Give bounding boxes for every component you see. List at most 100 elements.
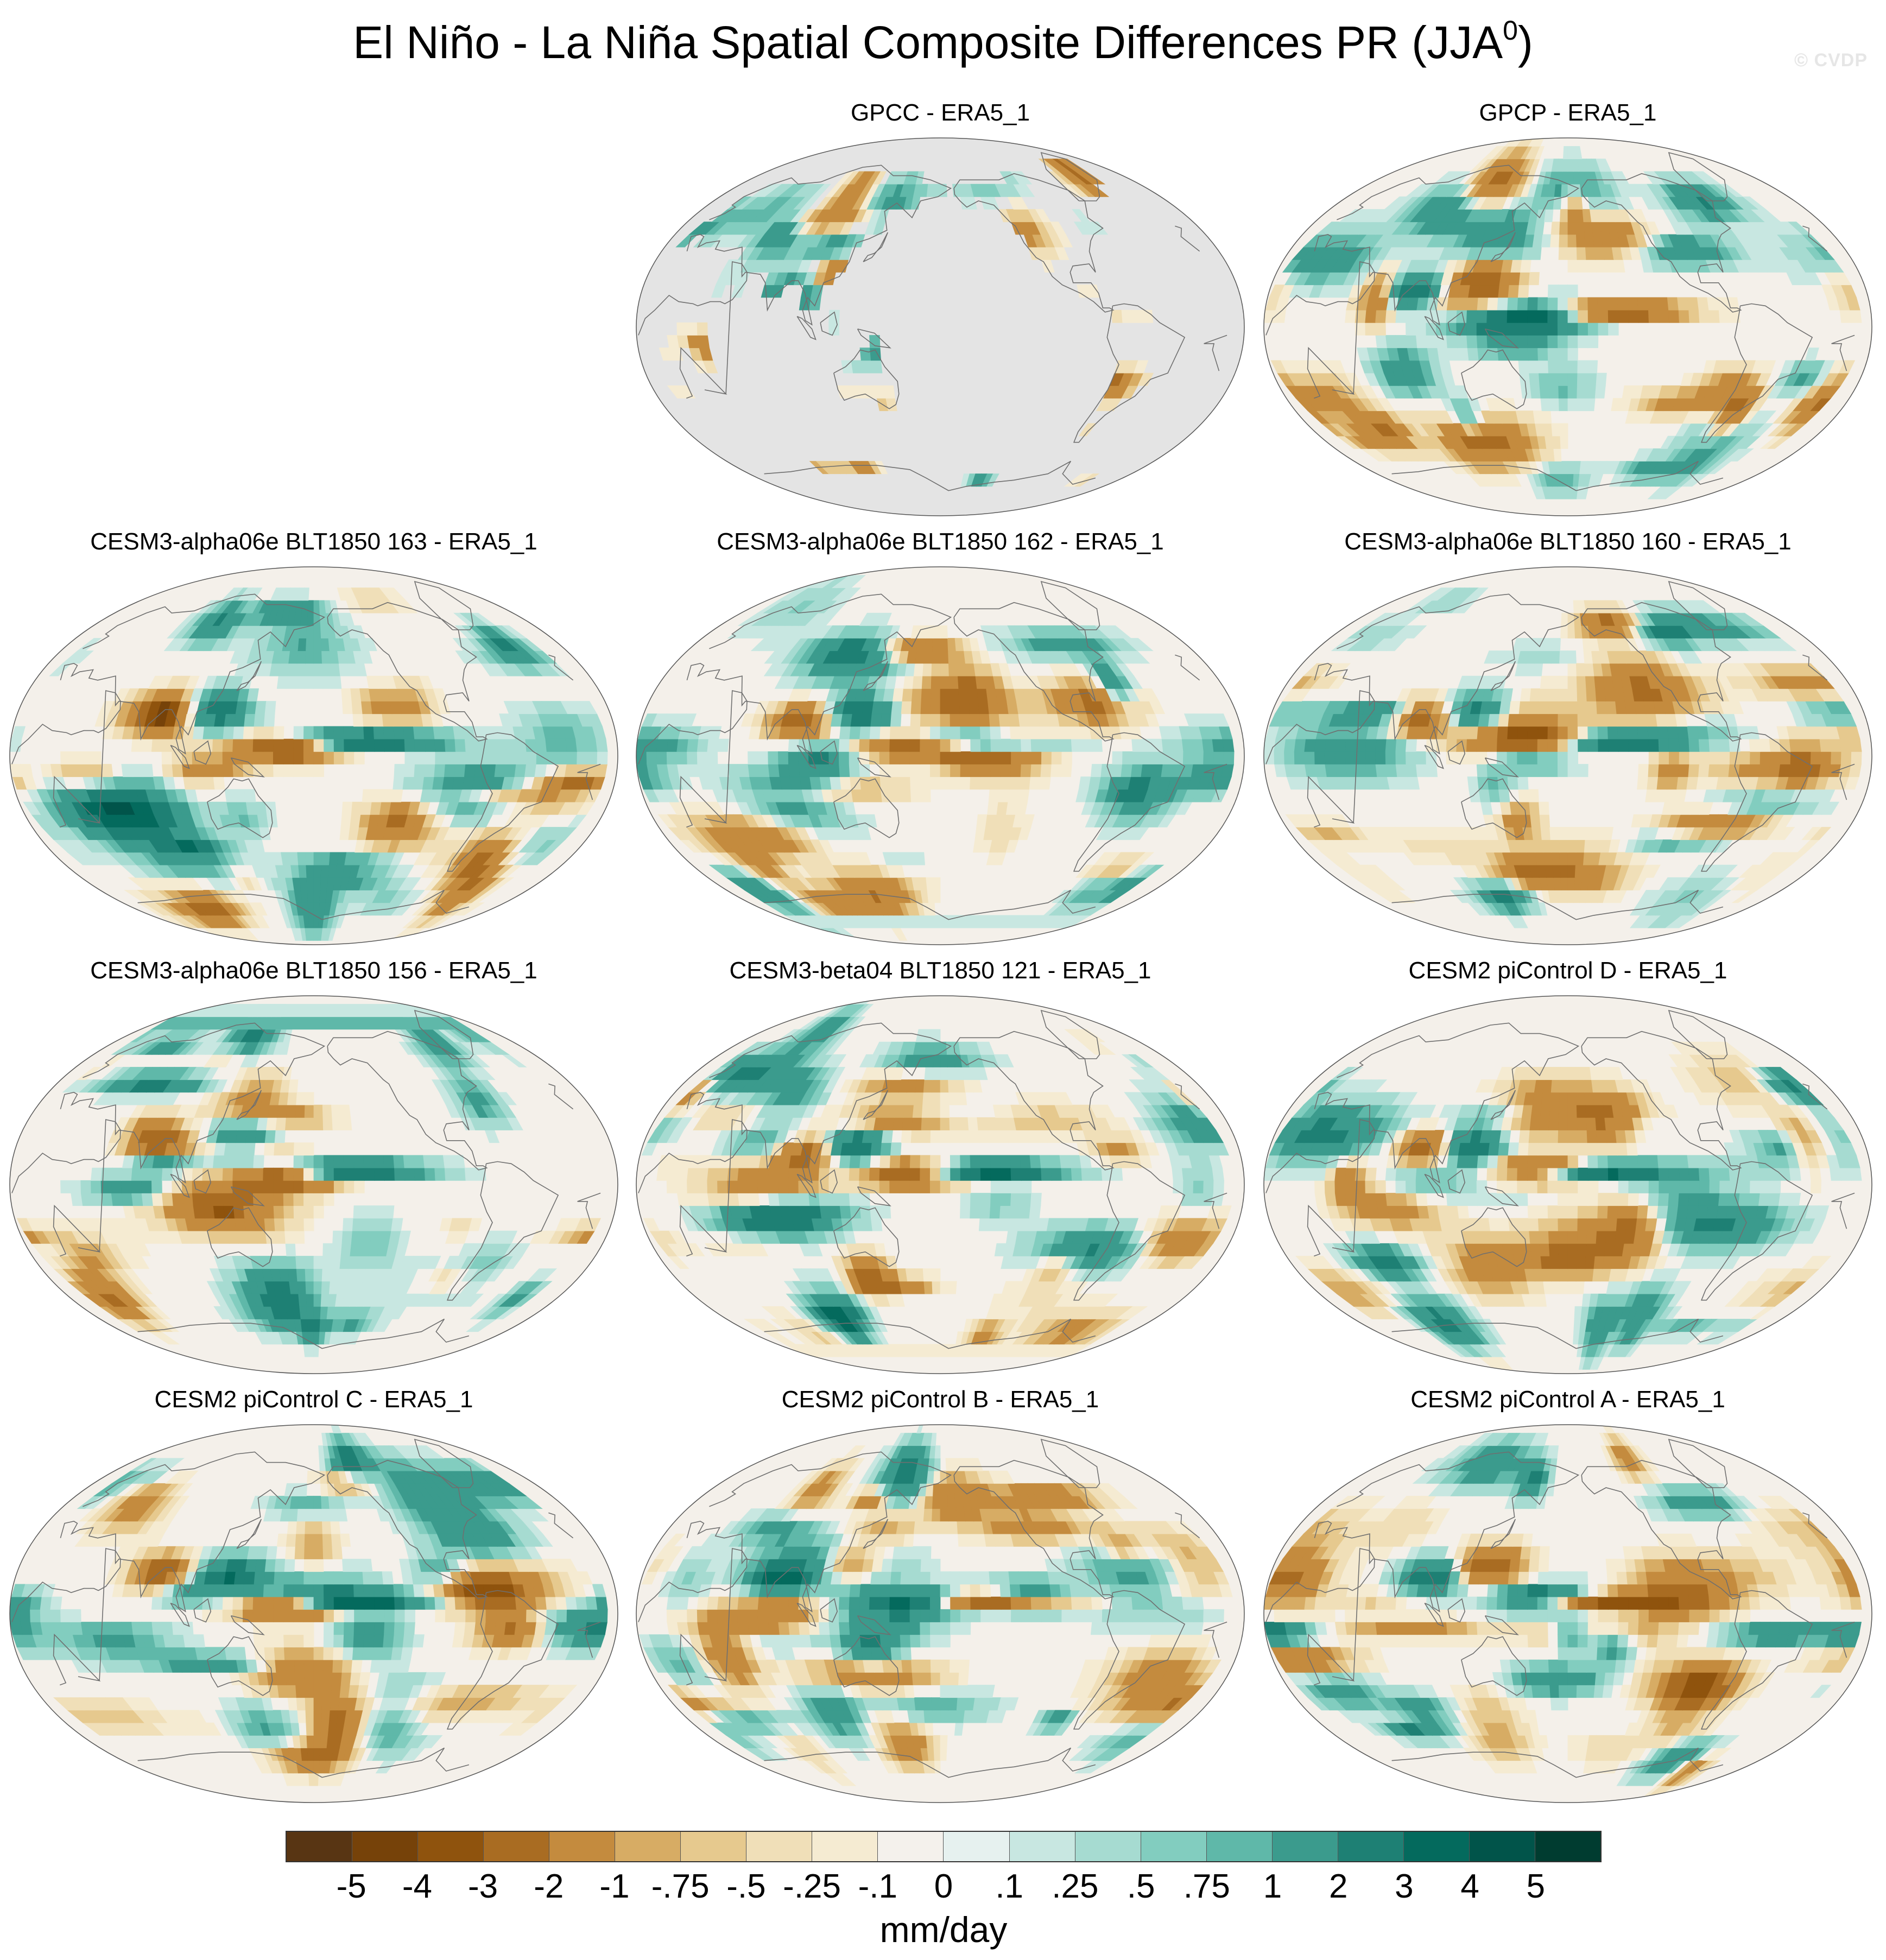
field-cell <box>1466 335 1478 349</box>
field-cell <box>921 675 932 689</box>
field-cell <box>1645 864 1661 878</box>
field-cell <box>1405 751 1416 764</box>
field-cell <box>1527 322 1538 336</box>
field-cell <box>1560 625 1568 638</box>
field-cell <box>313 650 322 664</box>
field-cell <box>324 751 334 764</box>
field-cell <box>307 890 314 903</box>
field-cell <box>828 309 840 323</box>
field-cell <box>320 864 330 878</box>
field-cell <box>248 587 263 601</box>
field-cell <box>1617 726 1629 739</box>
field-cell <box>1587 738 1599 752</box>
field-cell <box>1838 360 1856 374</box>
field-cell <box>1284 751 1295 764</box>
field-cell <box>502 625 527 638</box>
field-cell <box>555 738 567 752</box>
field-cell <box>1050 738 1062 752</box>
field-cell <box>1540 827 1551 840</box>
field-cell <box>1040 764 1052 777</box>
field-cell <box>949 688 960 701</box>
field-cell <box>1628 309 1640 323</box>
field-cell <box>288 650 299 664</box>
field-cell <box>489 877 515 890</box>
field-cell <box>879 726 891 739</box>
field-cell <box>1050 764 1062 777</box>
field-cell <box>889 764 901 777</box>
field-cell <box>1659 751 1670 764</box>
field-cell <box>222 764 234 777</box>
field-cell <box>957 675 969 689</box>
field-cell <box>1451 171 1471 185</box>
coastline <box>1581 173 1742 313</box>
field-cell <box>913 663 924 676</box>
field-cell <box>224 713 236 727</box>
field-cell <box>1557 751 1568 764</box>
field-cell <box>1577 385 1587 399</box>
field-cell <box>636 751 647 764</box>
field-cell <box>1585 675 1596 689</box>
map-svg <box>636 137 1245 516</box>
coastline <box>1391 889 1724 920</box>
field-cell <box>900 776 911 790</box>
field-cell <box>697 764 710 777</box>
field-cell <box>296 663 306 676</box>
field-cell <box>1839 309 1852 323</box>
field-cell <box>1636 713 1648 727</box>
field-cell <box>1517 738 1528 752</box>
field-cell <box>1738 764 1750 777</box>
field-cell <box>1360 385 1378 399</box>
field-cell <box>998 663 1011 676</box>
field-cell <box>1020 726 1031 739</box>
field-cell <box>707 751 718 764</box>
coastline <box>1314 593 1828 755</box>
field-cell <box>1608 322 1619 336</box>
field-cell <box>1689 751 1700 764</box>
field-cell <box>1760 751 1771 764</box>
field-cell <box>233 713 246 727</box>
field-cell <box>1533 839 1544 853</box>
field-cell <box>1567 347 1578 361</box>
field-cell <box>1395 764 1408 777</box>
field-cell <box>920 776 931 790</box>
field-cell <box>697 335 710 349</box>
field-cell <box>342 701 353 715</box>
field-cell <box>1365 309 1377 323</box>
field-cell <box>1567 284 1578 298</box>
field-cell <box>1658 738 1670 752</box>
field-cell <box>998 789 1010 802</box>
field-cell <box>1519 372 1531 386</box>
field-cell <box>404 751 416 764</box>
field-cell <box>1586 372 1597 386</box>
field-cell <box>1426 335 1438 349</box>
field-cell <box>859 738 870 752</box>
field-cell <box>838 751 850 764</box>
field-cell <box>1385 738 1397 752</box>
field-cell <box>60 764 73 777</box>
field-cell <box>213 776 225 790</box>
field-cell <box>948 650 958 664</box>
field-cell <box>1688 764 1700 777</box>
field-cell <box>1426 764 1438 777</box>
field-cell <box>504 764 517 777</box>
coastline <box>1040 151 1100 201</box>
field-cell <box>253 726 264 739</box>
field-cell <box>1547 713 1559 727</box>
field-cell <box>1385 764 1398 777</box>
field-cell <box>1596 701 1607 715</box>
field-cell <box>1375 751 1386 764</box>
field-cell <box>1668 309 1680 323</box>
field-cell <box>1657 726 1669 739</box>
field-cell <box>1518 789 1530 802</box>
field-cell <box>929 751 941 764</box>
field-cell <box>1507 297 1518 311</box>
field-cell <box>391 713 404 727</box>
panel-title: GPCP - ERA5_1 <box>1479 99 1657 126</box>
field-cell <box>1527 738 1538 752</box>
field-cell <box>290 638 300 652</box>
field-cell <box>1595 688 1606 701</box>
field-cell <box>324 738 334 752</box>
field-cell <box>1304 738 1317 752</box>
field-cell <box>283 738 294 752</box>
field-cell <box>1008 713 1021 727</box>
